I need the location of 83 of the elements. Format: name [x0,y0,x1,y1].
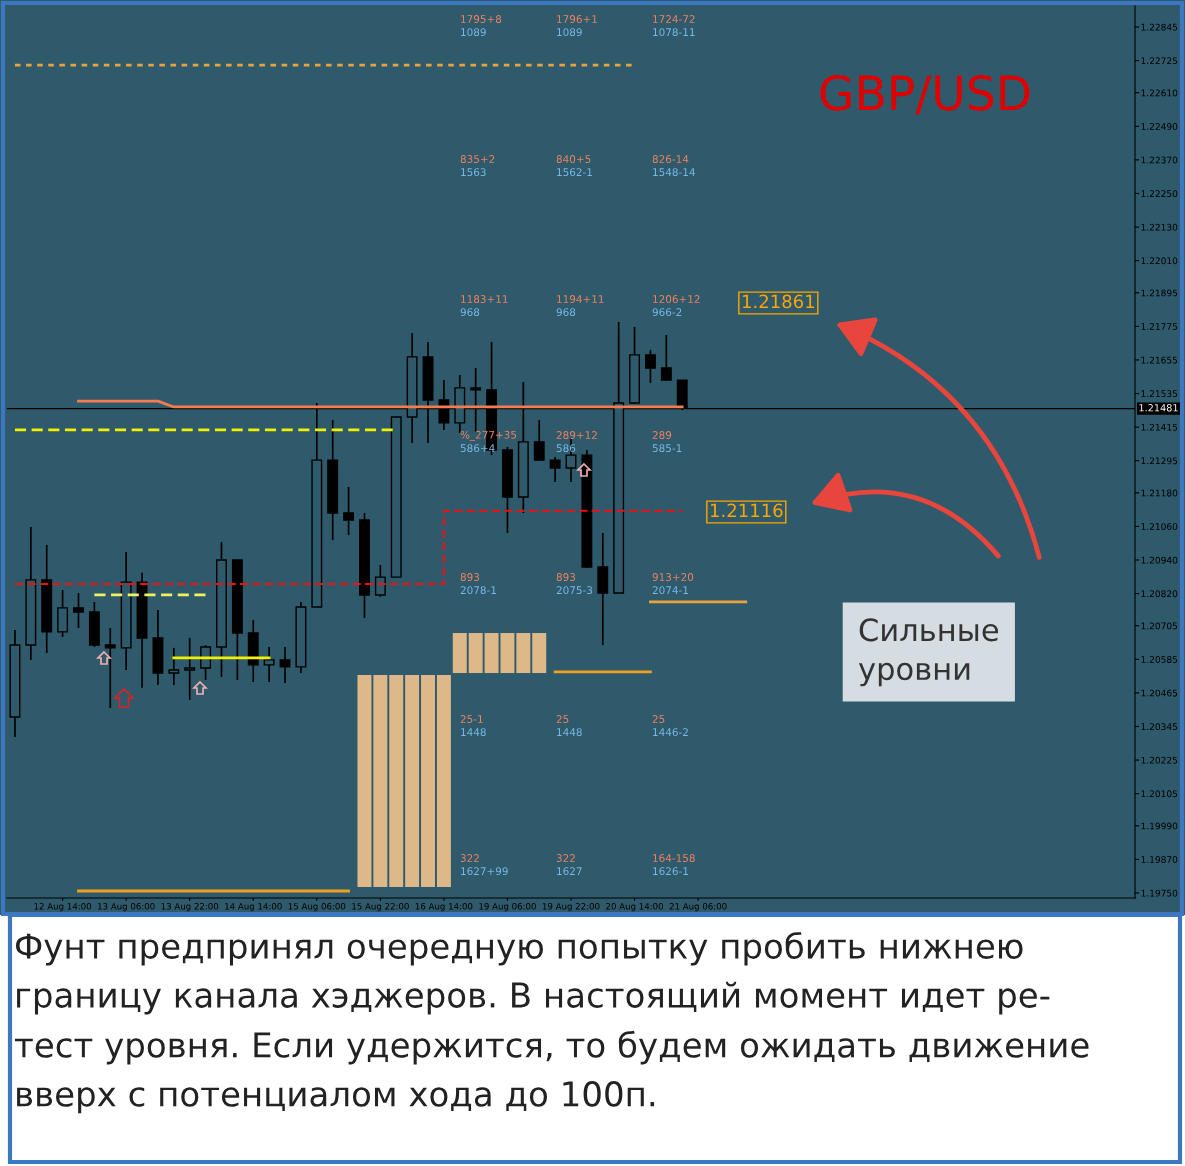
annotation: 1.21861 [742,294,814,309]
annotation: 966-2 [652,308,682,317]
annotation: 968 [556,308,576,317]
annotation: 1627 [557,867,582,876]
ref-line-label: 1.21481 [1139,404,1178,412]
y-tick-label: 1.22845 [1141,23,1178,31]
x-tick-label: 12 Aug 14:00 [34,903,92,912]
annotation: 1795+8 [461,15,502,23]
y-tick-label: 1.19870 [1141,856,1178,863]
annotation: 893 [460,573,480,581]
annotation: 1448 [461,728,486,737]
annotation: 1548-14 [653,168,695,177]
annotation: 289+12 [556,431,597,439]
annotation: 1562-1 [557,168,592,177]
annotation: 1206+12 [653,295,700,303]
y-tick-label: 1.22610 [1141,89,1178,97]
annotation: 968 [460,308,480,317]
x-tick-label: 15 Aug 22:00 [352,903,409,912]
annotation: 1183+11 [461,295,508,303]
annotation: 2075-3 [556,586,593,595]
annotation: 322 [460,854,479,862]
annotation: 1626-1 [653,867,688,876]
annotation: 25-1 [460,715,483,723]
x-tick-label: 21 Aug 06:00 [669,903,727,912]
y-tick-label: 1.20820 [1141,590,1178,598]
annotation: 25 [556,715,569,723]
annotation: 1627+99 [461,867,508,876]
annotation: 840+5 [556,155,591,163]
y-tick-label: 1.20105 [1141,790,1178,798]
y-tick-label: 1.20345 [1141,723,1178,731]
y-tick-label: 1.22130 [1141,223,1178,231]
annotation: 25 [652,715,665,723]
y-tick-label: 1.20585 [1141,656,1178,663]
y-tick-label: 1.20705 [1141,622,1178,630]
annotation: 1089 [557,28,582,37]
text: Фунт предпринял очередную попытку пробить нижнею границу канала хэджеров. В настоящий момент идет ре- тест уровня. Если удержится, то будем ожидать движение вверх с потенциалом хода до 100п. [15,932,1089,1114]
annotation: 1796+1 [557,15,597,23]
annotation: 1078-11 [653,28,695,37]
y-tick-label: 1.19750 [1141,889,1178,897]
annotation: 164-158 [653,854,695,862]
annotation: 1446-2 [653,728,688,737]
x-tick-label: 13 Aug 06:00 [98,903,155,912]
annotation: 585-1 [652,444,682,453]
annotation: 322 [556,854,575,862]
y-tick-label: 1.19990 [1141,822,1178,830]
annotation: 1448 [557,728,582,737]
annotation: 835+2 [460,155,495,163]
y-tick-label: 1.22010 [1141,257,1178,265]
y-tick-label: 1.21655 [1141,356,1178,364]
annotation: 1563 [461,168,486,177]
x-tick-label: 19 Aug 06:00 [479,903,536,912]
y-tick-label: 1.21535 [1141,390,1178,398]
y-tick-label: 1.21060 [1141,523,1178,530]
x-tick-label: 13 Aug 22:00 [161,903,219,912]
annotation: 2078-1 [460,586,496,595]
text: GBP/USD [820,74,1030,115]
y-tick-label: 1.20465 [1141,689,1178,697]
y-tick-label: 1.21180 [1141,489,1178,497]
x-tick-label: 19 Aug 22:00 [542,903,600,912]
y-tick-label: 1.22250 [1141,190,1178,198]
y-tick-label: 1.20940 [1141,556,1178,564]
y-tick-label: 1.20225 [1141,756,1178,764]
y-tick-label: 1.21295 [1141,457,1178,465]
x-tick-label: 14 Aug 14:00 [225,903,282,912]
annotation: 2074-1 [652,586,688,595]
y-tick-label: 1.21415 [1141,423,1178,431]
annotation: 826-14 [652,155,689,163]
y-tick-label: 1.22725 [1141,57,1178,65]
annotation: 1089 [461,28,486,37]
annotation: 1194+11 [557,295,604,303]
x-tick-label: 15 Aug 06:00 [288,903,346,912]
annotation: Сильные уровни [858,618,999,687]
x-tick-label: 20 Aug 14:00 [606,903,664,912]
y-tick-label: 1.21895 [1141,289,1178,297]
y-tick-label: 1.22370 [1141,156,1178,164]
y-tick-label: 1.22490 [1141,123,1178,130]
annotation: 893 [556,573,576,581]
annotation: 1724-72 [653,15,695,23]
y-tick-label: 1.21775 [1141,323,1178,330]
x-tick-label: 16 Aug 14:00 [415,903,473,912]
annotation: 1.21116 [710,503,783,518]
annotation: 289 [652,431,672,439]
annotation: 913+20 [652,573,694,581]
